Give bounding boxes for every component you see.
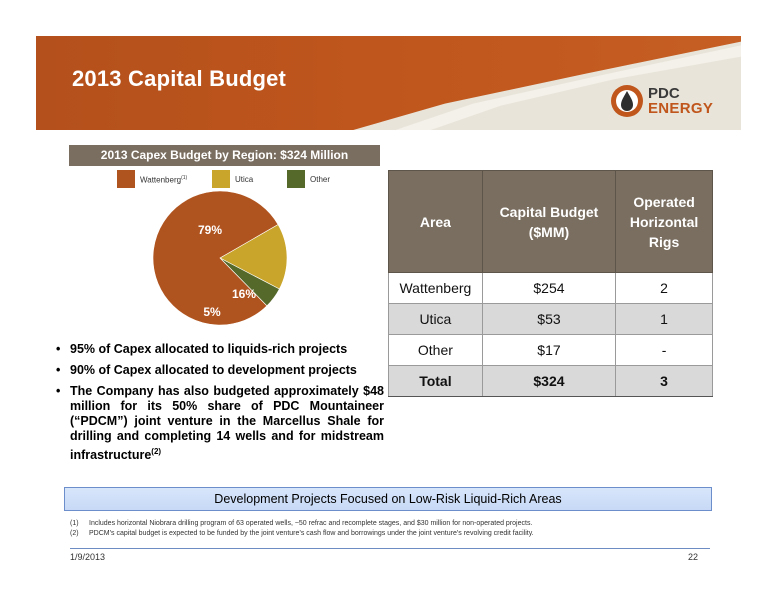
cell-budget: $53 (481, 303, 617, 335)
footnote: (2) PDCM’s capital budget is expected to… (70, 529, 710, 539)
table-row: Other $17 - (388, 334, 713, 366)
company-logo: PDC ENERGY (610, 84, 720, 118)
footer-divider (70, 548, 710, 549)
legend-swatch-wattenberg (117, 170, 135, 188)
cell-budget: $17 (481, 334, 617, 366)
chart-title: 2013 Capex Budget by Region: $324 Millio… (69, 145, 380, 166)
legend-label-wattenberg: Wattenberg (140, 175, 182, 185)
footnote-number: (2) (70, 530, 79, 537)
logo-text-pdc: PDC (648, 85, 680, 102)
cell-area: Wattenberg (388, 272, 483, 304)
th-area: Area (388, 170, 483, 273)
footer-date: 1/9/2013 (70, 552, 106, 562)
table-row: Wattenberg $254 2 (388, 272, 713, 304)
legend-swatch-other (287, 170, 305, 188)
cell-area: Other (388, 334, 483, 366)
bullet-liquids: 95% of Capex allocated to liquids-rich p… (56, 342, 384, 357)
footnote-text: Includes horizontal Niobrara drilling pr… (89, 520, 533, 527)
oil-drop-logo-icon (611, 85, 643, 117)
bullet-list: 95% of Capex allocated to liquids-rich p… (56, 342, 384, 469)
slice-utica (219, 224, 288, 290)
th-capital-budget: Capital Budget ($MM) (481, 170, 617, 273)
legend-footnote-ref: (1) (181, 175, 188, 181)
page-number: 22 (688, 552, 699, 562)
cell-total-budget: $324 (481, 365, 617, 397)
capex-pie-chart: 79% 16% 5% (152, 190, 288, 326)
slice-utica-label: 16% (232, 287, 256, 301)
table-row: Utica $53 1 (388, 303, 713, 335)
slice-wattenberg (152, 190, 279, 326)
footnotes: (1) Includes horizontal Niobrara drillin… (70, 519, 710, 539)
legend-label-utica: Utica (235, 175, 254, 184)
summary-banner: Development Projects Focused on Low-Risk… (64, 487, 712, 511)
footnote-number: (1) (70, 520, 79, 527)
slice-other-label: 5% (203, 305, 221, 319)
footnote: (1) Includes horizontal Niobrara drillin… (70, 519, 710, 529)
cell-total-label: Total (388, 365, 483, 397)
page-title: 2013 Capital Budget (72, 66, 287, 91)
bullet-development: 90% of Capex allocated to development pr… (56, 363, 384, 378)
cell-total-rigs: 3 (615, 365, 713, 397)
table-header-row: Area Capital Budget ($MM) Operated Horiz… (388, 170, 713, 273)
th-rigs: Operated Horizontal Rigs (615, 170, 713, 273)
header-band (36, 36, 741, 130)
legend-swatch-utica (212, 170, 230, 188)
cell-rigs: - (615, 334, 713, 366)
cell-budget: $254 (481, 272, 617, 304)
cell-rigs: 1 (615, 303, 713, 335)
capital-budget-table: Area Capital Budget ($MM) Operated Horiz… (388, 170, 713, 397)
legend-label-other: Other (310, 175, 331, 184)
bullet-pdcm: The Company has also budgeted approximat… (56, 384, 384, 463)
slice-wattenberg-label: 79% (198, 223, 222, 237)
table-total-row: Total $324 3 (388, 365, 713, 397)
footnote-text: PDCM’s capital budget is expected to be … (89, 530, 534, 537)
cell-area: Utica (388, 303, 483, 335)
cell-rigs: 2 (615, 272, 713, 304)
logo-text-energy: ENERGY (648, 100, 714, 117)
